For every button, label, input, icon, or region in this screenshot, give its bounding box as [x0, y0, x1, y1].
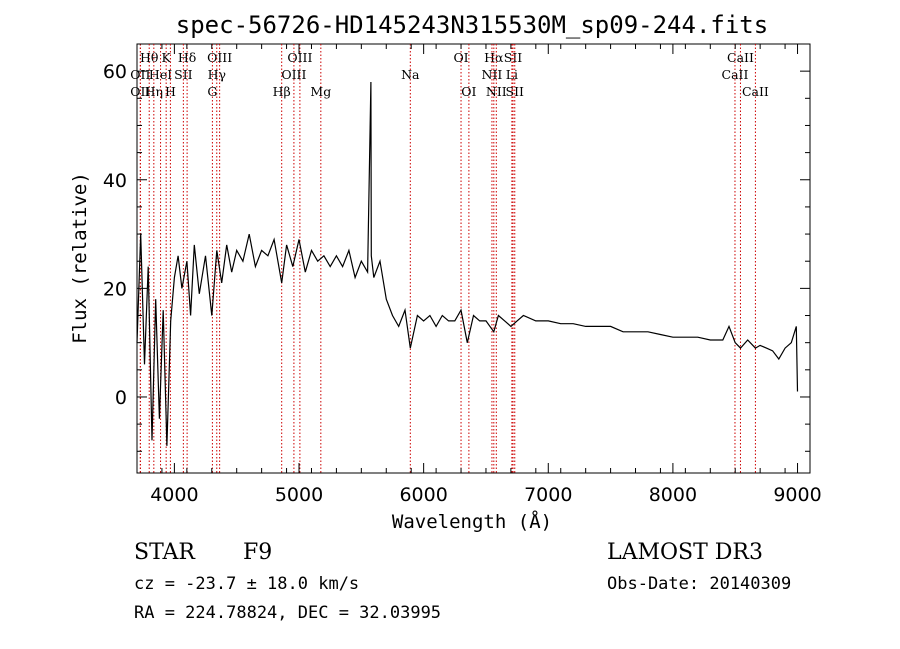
line-label: Hα	[484, 50, 504, 65]
x-tick-label: 4000	[150, 484, 198, 506]
plot-frame	[136, 43, 811, 474]
line-label: SII	[504, 50, 523, 65]
chart-title: spec-56726-HD145243N315530M_sp09-244.fit…	[176, 11, 768, 39]
line-label: OII	[130, 84, 150, 99]
line-label: Li	[506, 67, 518, 82]
line-label: Hθ	[140, 50, 158, 65]
line-label: OIII	[207, 50, 232, 65]
line-label: Hβ	[273, 84, 291, 99]
line-label: CaII	[742, 84, 769, 99]
flux-series-line	[136, 81, 799, 446]
x-tick-label: 8000	[649, 484, 697, 506]
redshift-cz: cz = -23.7 ± 18.0 km/s	[134, 574, 360, 594]
line-label: Hγ	[208, 67, 226, 82]
y-tick-label: 20	[103, 278, 127, 300]
coordinates: RA = 224.78824, DEC = 32.03995	[134, 603, 442, 623]
line-label: CaII	[722, 67, 749, 82]
line-label: G	[207, 84, 217, 99]
object-class: STAR	[134, 540, 195, 565]
line-label: SII	[174, 67, 193, 82]
x-tick-label: 6000	[399, 484, 447, 506]
y-axis-label: Flux (relative)	[69, 172, 91, 344]
line-label: Hη	[145, 84, 163, 99]
object-subclass: F9	[243, 540, 273, 565]
x-tick-label: 7000	[524, 484, 572, 506]
line-label: OI	[453, 50, 468, 65]
axis-ticks: 4000 5000 6000 7000 8000 9000 0 20 40 60	[103, 43, 822, 506]
line-label: Mg	[310, 84, 331, 99]
x-axis-label: Wavelength (Å)	[392, 510, 552, 533]
line-label: NII	[486, 84, 507, 99]
line-label: OI	[461, 84, 476, 99]
line-label: NII	[482, 67, 503, 82]
survey-name: LAMOST DR3	[607, 540, 763, 565]
line-label: SII	[506, 84, 525, 99]
x-tick-label: 9000	[773, 484, 821, 506]
line-label: OIII	[281, 67, 306, 82]
line-label: CaII	[727, 50, 754, 65]
observation-date: Obs-Date: 20140309	[607, 574, 792, 594]
x-tick-label: 5000	[275, 484, 323, 506]
line-label: Hδ	[178, 50, 196, 65]
line-label: H	[165, 84, 176, 99]
line-label: K	[161, 50, 171, 65]
y-tick-label: 40	[103, 170, 127, 192]
line-label: HeI	[149, 67, 172, 82]
line-label: OIII	[287, 50, 312, 65]
y-tick-label: 0	[115, 387, 127, 409]
line-label: Na	[401, 67, 420, 82]
y-tick-label: 60	[103, 61, 127, 83]
